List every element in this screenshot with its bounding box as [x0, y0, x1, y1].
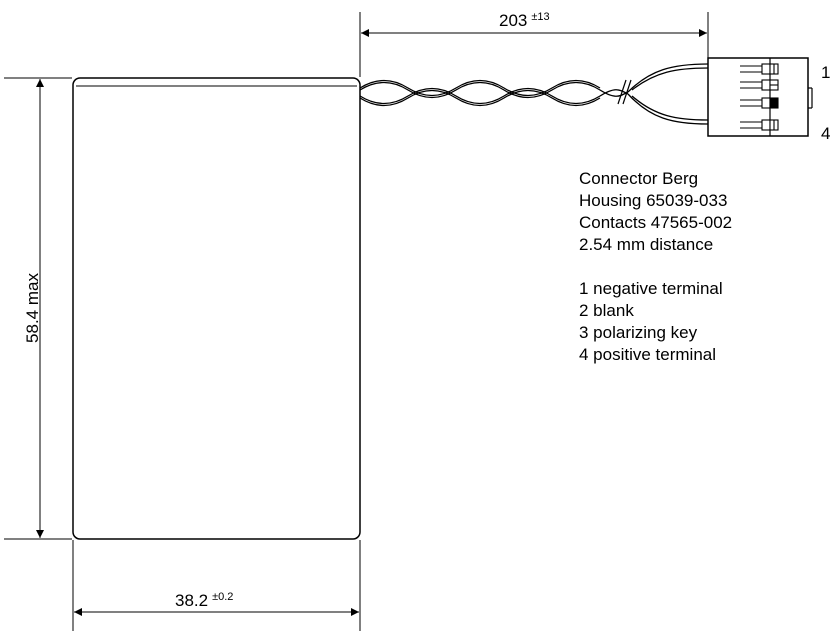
- pin-legend-item: 1 negative terminal: [579, 279, 723, 298]
- connector-info-line: Contacts 47565-002: [579, 213, 733, 232]
- contact-2: [740, 79, 779, 91]
- pin-number-1: 1: [821, 63, 830, 82]
- pin-legend-item: 4 positive terminal: [579, 345, 717, 364]
- battery-body: [72, 77, 361, 540]
- twisted-cable: [359, 63, 709, 125]
- contact-1: [740, 63, 779, 75]
- connector-info-line: Housing 65039-033: [579, 191, 728, 210]
- width-dimension: 38.2 ±0.2: [72, 540, 361, 631]
- contact-4: [740, 119, 779, 131]
- width-label: 38.2 ±0.2: [175, 591, 233, 610]
- pin-number-4: 4: [821, 124, 830, 143]
- height-label: 58.4 max: [23, 273, 42, 343]
- connector: [707, 57, 813, 137]
- connector-info-line: 2.54 mm distance: [579, 235, 714, 254]
- height-dimension: 58.4 max: [4, 77, 72, 540]
- pin-legend-item: 3 polarizing key: [579, 323, 698, 342]
- pin-legend-item: 2 blank: [579, 301, 634, 320]
- cable-length-dimension: 203 ±13: [359, 11, 709, 77]
- cable-length-label: 203 ±13: [499, 11, 550, 30]
- connector-notes: Connector Berg Housing 65039-033 Contact…: [579, 168, 732, 366]
- connector-contacts: [740, 63, 779, 131]
- contact-3: [740, 97, 779, 109]
- connector-info-line: Connector Berg: [579, 169, 699, 188]
